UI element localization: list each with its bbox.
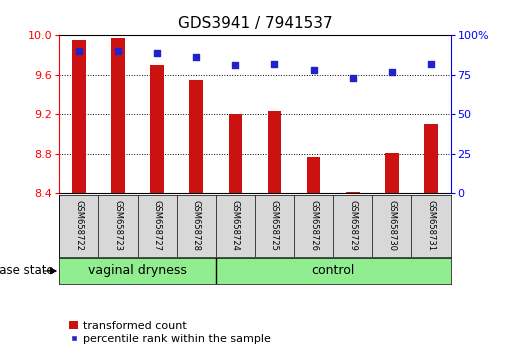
Bar (346, 192, 359, 193)
Legend: transformed count, percentile rank within the sample: transformed count, percentile rank withi… (65, 316, 275, 348)
Point (388, 69, 396, 74)
Point (349, 75, 357, 81)
Text: GSM658731: GSM658731 (426, 200, 436, 251)
Bar (268, 111, 281, 193)
Bar (385, 153, 399, 193)
Text: vaginal dryness: vaginal dryness (88, 264, 187, 278)
Bar (150, 65, 164, 193)
Title: GDS3941 / 7941537: GDS3941 / 7941537 (178, 16, 332, 32)
Bar (190, 80, 203, 193)
Point (114, 48, 122, 54)
Bar (424, 124, 438, 193)
Bar (72, 40, 85, 193)
Text: GSM658723: GSM658723 (113, 200, 123, 251)
Point (192, 55, 200, 60)
Text: GSM658724: GSM658724 (231, 200, 240, 251)
Point (310, 67, 318, 73)
Point (427, 61, 435, 67)
Text: control: control (312, 264, 355, 278)
Text: GSM658725: GSM658725 (270, 200, 279, 251)
Bar (307, 158, 320, 193)
Text: GSM658727: GSM658727 (152, 200, 162, 251)
Point (231, 63, 239, 68)
Point (153, 50, 161, 56)
Text: GSM658729: GSM658729 (348, 200, 357, 251)
Text: GSM658726: GSM658726 (309, 200, 318, 251)
Text: GSM658722: GSM658722 (74, 200, 83, 251)
Bar (229, 114, 242, 193)
Text: GSM658728: GSM658728 (192, 200, 201, 251)
Text: disease state: disease state (0, 264, 54, 278)
Bar (111, 38, 125, 193)
Text: GSM658730: GSM658730 (387, 200, 397, 251)
Point (270, 61, 279, 67)
Point (75, 48, 83, 54)
